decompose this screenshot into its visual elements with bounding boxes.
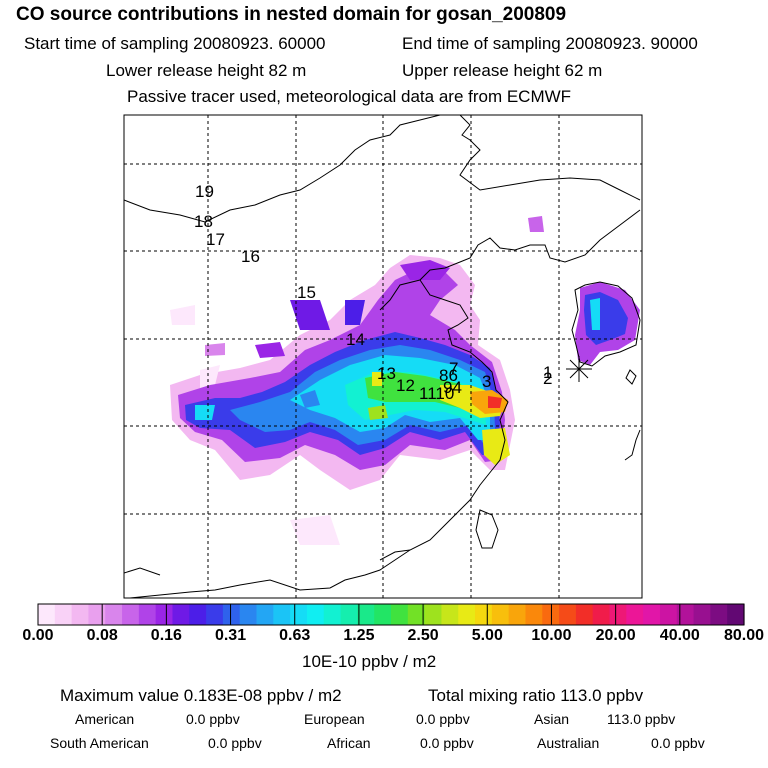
trajectory-marker-19: 19 xyxy=(195,182,214,201)
colorbar-swatch xyxy=(609,604,627,625)
colorbar-swatch xyxy=(256,604,274,625)
colorbar-swatch xyxy=(155,604,174,625)
trajectory-marker-18: 18 xyxy=(194,212,213,231)
upper-release-height-label: Upper release height 62 m xyxy=(402,61,603,80)
colorbar-swatch xyxy=(105,604,123,625)
colorbar-swatch xyxy=(71,604,90,625)
colorbar-swatch xyxy=(491,604,510,625)
colorbar-swatch xyxy=(643,604,661,625)
region-value: 0.0 ppbv xyxy=(416,711,470,727)
colorbar-tick-label: 20.00 xyxy=(595,627,636,644)
colorbar-swatch xyxy=(424,604,443,625)
trajectory-marker-2: 2 xyxy=(543,369,552,388)
trajectory-marker-3: 3 xyxy=(482,372,491,391)
colorbar-tick-label: 0.08 xyxy=(86,627,118,644)
total-mixing-ratio: Total mixing ratio 113.0 ppbv xyxy=(428,686,644,705)
colorbar xyxy=(37,603,745,626)
colorbar-swatch xyxy=(659,604,678,625)
colorbar-tick-label: 40.00 xyxy=(659,627,700,644)
concentration-field xyxy=(170,216,640,545)
colorbar-tick-label: 0.16 xyxy=(150,627,182,644)
colorbar-swatch xyxy=(458,604,476,625)
colorbar-frame xyxy=(37,603,745,626)
colorbar-tick-label: 0.63 xyxy=(279,627,311,644)
maximum-value: Maximum value 0.183E-08 ppbv / m2 xyxy=(60,686,342,705)
region-name: African xyxy=(327,735,371,751)
colorbar-tick-label: 5.00 xyxy=(471,627,503,644)
colorbar-tick-label: 0.00 xyxy=(22,627,54,644)
colorbar-swatch xyxy=(676,604,695,625)
colorbar-swatch xyxy=(273,604,291,625)
end-time-label: End time of sampling 20080923. 90000 xyxy=(402,34,698,53)
colorbar-swatch xyxy=(508,604,527,625)
colorbar-tick-label: 80.00 xyxy=(723,627,765,644)
colorbar-swatch xyxy=(88,604,106,625)
region-value: 0.0 ppbv xyxy=(186,711,240,727)
trajectory-marker-17: 17 xyxy=(206,230,225,249)
colorbar-swatch xyxy=(357,604,375,625)
map-panel: 1 2 3 7 86 94 1110 12 13 14 15 16 17 18 … xyxy=(123,114,643,599)
region-value: 113.0 ppbv xyxy=(607,711,676,727)
map-frame xyxy=(123,114,643,599)
graticule xyxy=(124,115,642,598)
trajectory-marker-94: 94 xyxy=(443,378,462,397)
trajectory-marker-7: 7 xyxy=(449,359,458,378)
colorbar-swatch xyxy=(525,604,543,625)
colorbar-swatch xyxy=(727,604,745,625)
colorbar-swatch xyxy=(222,604,241,625)
colorbar-swatch xyxy=(306,604,325,625)
colorbar-swatch xyxy=(626,604,644,625)
colorbar-swatch xyxy=(374,604,392,625)
coastlines xyxy=(124,115,641,598)
colorbar-units: 10E-10 ppbv / m2 xyxy=(302,652,437,671)
colorbar-swatch xyxy=(693,604,711,625)
trajectory-marker-15: 15 xyxy=(297,283,316,302)
receptor-marker xyxy=(566,356,592,382)
colorbar-tick-label: 0.31 xyxy=(214,627,247,644)
region-name: American xyxy=(75,711,135,727)
colorbar-swatch xyxy=(54,604,73,625)
colorbar-swatches xyxy=(38,604,745,625)
colorbar-swatch xyxy=(340,604,358,625)
tracer-note: Passive tracer used, meteorological data… xyxy=(127,87,572,106)
colorbar-swatch xyxy=(475,604,493,625)
colorbar-swatch xyxy=(710,604,728,625)
colorbar-swatch xyxy=(559,604,577,625)
colorbar-swatch xyxy=(323,604,342,625)
colorbar-tick-label: 1.25 xyxy=(343,627,375,644)
colorbar-swatch xyxy=(172,604,190,625)
region-name: South American xyxy=(50,735,149,751)
colorbar-swatch xyxy=(407,604,426,625)
region-value: 0.0 ppbv xyxy=(651,735,705,751)
colorbar-major-ticks xyxy=(101,604,681,625)
region-name: Australian xyxy=(537,735,600,751)
trajectory-marker-1110: 1110 xyxy=(419,384,454,403)
colorbar-swatch xyxy=(239,604,258,625)
trajectory-marker-86: 86 xyxy=(439,366,458,385)
lower-release-height-label: Lower release height 82 m xyxy=(106,61,307,80)
colorbar-swatch xyxy=(206,604,224,625)
colorbar-swatch xyxy=(592,604,611,625)
region-value: 0.0 ppbv xyxy=(420,735,474,751)
colorbar-swatch xyxy=(290,604,308,625)
trajectory-marker-16: 16 xyxy=(241,247,260,266)
trajectory-marker-1: 1 xyxy=(543,363,552,382)
start-time-label: Start time of sampling 20080923. 60000 xyxy=(24,34,326,53)
plot-title: CO source contributions in nested domain… xyxy=(16,4,567,25)
colorbar-tick-label: 10.00 xyxy=(531,627,572,644)
trajectory-marker-12: 12 xyxy=(396,376,415,395)
region-name: Asian xyxy=(534,711,570,727)
colorbar-swatch xyxy=(38,604,56,625)
colorbar-swatch xyxy=(189,604,207,625)
trajectory-marker-14: 14 xyxy=(346,330,365,349)
colorbar-tick-label: 2.50 xyxy=(407,627,439,644)
colorbar-swatch xyxy=(122,604,140,625)
colorbar-swatch xyxy=(575,604,594,625)
region-value: 0.0 ppbv xyxy=(208,735,262,751)
colorbar-swatch xyxy=(138,604,157,625)
colorbar-swatch xyxy=(441,604,459,625)
trajectory-marker-13: 13 xyxy=(377,364,396,383)
colorbar-swatch xyxy=(391,604,409,625)
region-name: European xyxy=(304,711,365,727)
